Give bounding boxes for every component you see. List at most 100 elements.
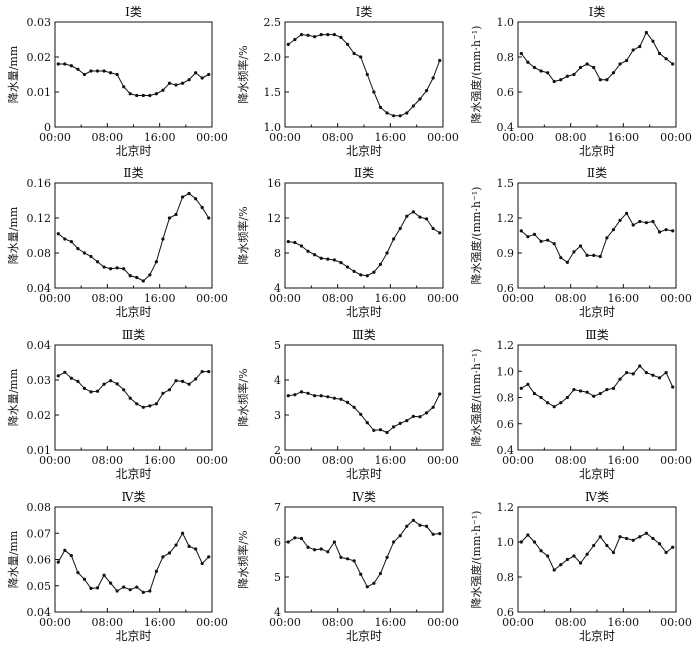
data-point (671, 229, 675, 233)
data-point (56, 232, 60, 236)
subplot-title: Ⅰ类 (125, 5, 142, 19)
data-point (109, 379, 113, 383)
plot-frame (284, 344, 444, 451)
x-tick-label: 00:00 (427, 616, 459, 629)
y-tick-label: 0.4 (497, 121, 515, 134)
subplot-title: Ⅰ类 (356, 5, 373, 19)
data-point (332, 258, 336, 262)
series-line (521, 365, 674, 408)
data-point (339, 35, 343, 40)
data-point (365, 72, 369, 77)
series-line (288, 211, 440, 277)
x-axis-label: 北京时 (115, 467, 151, 481)
y-axis-label: 降水量/mm (6, 530, 20, 588)
subplot-title: Ⅲ类 (585, 328, 609, 342)
data-point (405, 524, 409, 528)
data-point (405, 419, 409, 423)
data-point (332, 33, 336, 37)
data-point (332, 396, 336, 400)
plot-frame (54, 21, 213, 128)
data-point (431, 405, 435, 409)
x-tick-label: 08:00 (555, 616, 587, 629)
data-point (135, 275, 139, 280)
data-point (69, 553, 73, 558)
data-point (326, 395, 330, 399)
data-point (519, 51, 523, 56)
y-tick-label: 0.8 (497, 392, 515, 405)
y-axis-label: 降水频率/% (236, 530, 250, 588)
data-point (161, 237, 165, 241)
data-point (398, 534, 402, 538)
data-point (141, 93, 145, 98)
data-point (63, 237, 67, 241)
x-tick-label: 00:00 (39, 131, 71, 144)
x-tick-label: 00:00 (39, 616, 71, 629)
data-point (319, 547, 323, 551)
data-point (519, 386, 523, 390)
data-point (286, 42, 290, 47)
x-tick-label: 16:00 (607, 616, 639, 629)
data-point (559, 256, 563, 260)
data-point (372, 90, 376, 94)
data-point (319, 33, 323, 37)
data-point (585, 390, 589, 394)
x-tick-label: 08:00 (322, 292, 354, 305)
series-line (520, 31, 674, 83)
data-point (578, 244, 583, 248)
y-tick-label: 7 (274, 501, 281, 514)
y-tick-label: 0.9 (497, 247, 515, 260)
x-tick-label: 00:00 (196, 616, 228, 629)
data-point (526, 382, 530, 386)
y-tick-label: 4 (274, 282, 281, 295)
data-point (319, 394, 323, 398)
data-point (345, 42, 350, 47)
subplot-title: Ⅱ类 (354, 166, 374, 180)
data-point (526, 60, 530, 64)
subplot-title: Ⅲ类 (122, 328, 146, 342)
series-line (520, 212, 673, 264)
data-point (293, 240, 297, 245)
x-tick-label: 00:00 (269, 454, 301, 467)
x-axis-label: 北京时 (115, 144, 151, 158)
data-point (431, 532, 435, 536)
y-tick-label: 0.6 (497, 86, 515, 99)
y-tick-label: 16 (267, 177, 281, 190)
data-point (431, 76, 435, 80)
data-point (424, 524, 429, 528)
x-tick-label: 16:00 (144, 131, 176, 144)
data-point (539, 69, 543, 73)
data-point (141, 405, 145, 409)
data-point (611, 386, 616, 390)
data-point (102, 265, 106, 269)
y-axis-label: 降水量/mm (6, 368, 20, 426)
data-point (359, 55, 363, 59)
data-point (161, 555, 165, 559)
data-point (651, 536, 655, 541)
data-point (392, 540, 396, 544)
data-point (339, 555, 343, 560)
data-point (411, 210, 415, 214)
data-point (352, 405, 356, 409)
data-point (565, 260, 569, 264)
x-tick-label: 16:00 (607, 131, 639, 144)
data-point (286, 540, 290, 544)
y-tick-label: 0.6 (497, 606, 515, 619)
data-point (154, 260, 158, 264)
x-axis-label: 北京时 (115, 305, 151, 319)
data-point (122, 267, 126, 271)
data-point (167, 551, 172, 555)
data-point (378, 571, 383, 576)
data-point (625, 536, 629, 541)
data-point (411, 104, 415, 108)
data-point (359, 572, 363, 576)
data-point (299, 244, 304, 248)
y-tick-label: 0.08 (27, 501, 52, 514)
data-point (552, 405, 556, 409)
data-point (519, 229, 523, 233)
data-point (207, 216, 211, 220)
y-tick-label: 8 (274, 247, 281, 260)
data-point (128, 274, 132, 278)
data-point (128, 92, 132, 96)
data-point (539, 239, 543, 243)
